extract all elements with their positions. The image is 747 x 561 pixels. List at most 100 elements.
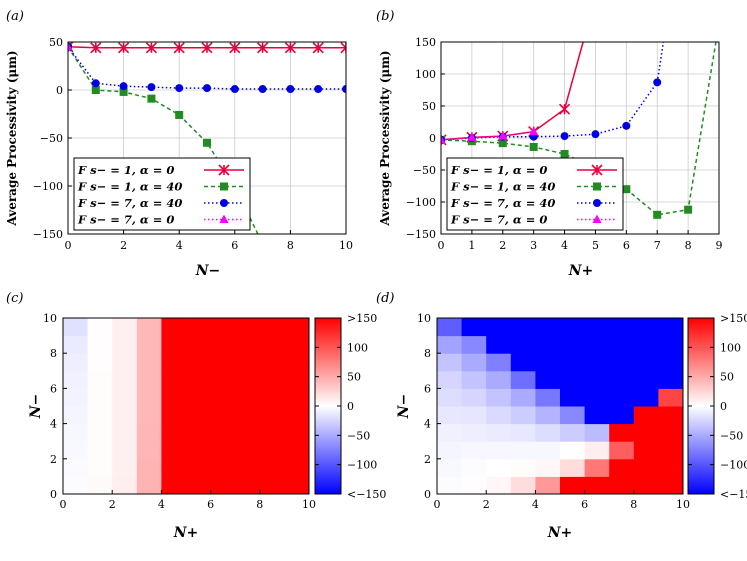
panel-c-cell-r2-c7 xyxy=(235,441,261,460)
panel-c-ytick-label-0: 0 xyxy=(50,488,57,501)
panel-c-cell-r9-c6 xyxy=(210,318,236,337)
panel-c-cell-r5-c9 xyxy=(284,388,310,407)
panel-d-cell-r1-c8 xyxy=(633,458,659,477)
panel-a-frame xyxy=(67,41,347,235)
panel-c-cell-r1-c4 xyxy=(161,458,187,477)
panel-c-cell-r4-c3 xyxy=(136,406,162,425)
panel-d-cb-label-3: 0 xyxy=(720,400,727,413)
panel-c-cell-r8-c5 xyxy=(186,335,212,354)
panel-c-xtick-label-4: 8 xyxy=(256,498,263,511)
panel-c-cell-r5-c1 xyxy=(87,388,113,407)
panel-d-cell-r6-c6 xyxy=(584,370,610,389)
panel-c-cell-r3-c3 xyxy=(136,423,162,442)
panel-c-cell-r6-c6 xyxy=(210,370,236,389)
panel-d-cell-r7-c1 xyxy=(461,353,487,372)
panel-d-cell-r6-c7 xyxy=(609,370,635,389)
panel-d-cell-r2-c5 xyxy=(560,441,586,460)
panel-c-cell-r7-c8 xyxy=(259,353,285,372)
panel-d-cell-r2-c3 xyxy=(510,441,536,460)
panel-c-cell-r9-c2 xyxy=(112,318,138,337)
panel-d-cell-r1-c5 xyxy=(560,458,586,477)
panel-b-legend-marker-2 xyxy=(593,199,601,207)
panel-b-legend-label-3: F s− = 7, α = 0 xyxy=(450,213,547,227)
panel-d-cell-r2-c8 xyxy=(633,441,659,460)
panel-label-d: (d) xyxy=(376,291,394,306)
panel-b-series-1-point-2 xyxy=(498,139,507,148)
panel-d-cell-r7-c8 xyxy=(633,353,659,372)
panel-d-cell-r0-c1 xyxy=(461,476,487,495)
panel-c-cb-label-4: −50 xyxy=(347,429,370,442)
panel-d-cell-r5-c6 xyxy=(584,388,610,407)
panel-c-cell-r8-c0 xyxy=(63,335,89,354)
panel-a-xlabel: N− xyxy=(195,263,221,279)
panel-b-series-1-point-3 xyxy=(529,142,538,151)
panel-d-cell-r3-c0 xyxy=(437,423,463,442)
panel-b-xtick-label-0: 0 xyxy=(438,239,445,252)
panel-d-cell-r8-c6 xyxy=(584,335,610,354)
panel-c-cell-r3-c4 xyxy=(161,423,187,442)
panel-c-cell-r1-c5 xyxy=(186,458,212,477)
panel-c-ytick-label-5: 10 xyxy=(43,312,57,325)
panel-d-cell-r4-c3 xyxy=(510,406,536,425)
panel-d-cell-r5-c8 xyxy=(633,388,659,407)
panel-c-ytick-label-1: 2 xyxy=(50,453,57,466)
panel-a-series-2-point-2 xyxy=(119,82,128,91)
panel-d-cell-r7-c0 xyxy=(437,353,463,372)
panel-a-legend-label-1: F s− = 1, α = 40 xyxy=(77,180,182,194)
panel-d-cell-r0-c6 xyxy=(584,476,610,495)
panel-b-series-1-point-7 xyxy=(653,210,662,219)
panel-d-cb-label-1: 100 xyxy=(720,341,741,354)
panel-c-cell-r7-c7 xyxy=(235,353,261,372)
panel-b-xtick-label-7: 7 xyxy=(654,239,661,252)
panel-a-ytick-label-4: 50 xyxy=(49,36,63,49)
panel-d-ytick-label-4: 8 xyxy=(424,347,431,360)
panel-c-cell-r3-c9 xyxy=(284,423,310,442)
panel-c-cell-r4-c1 xyxy=(87,406,113,425)
panel-d-ytick-label-3: 6 xyxy=(424,382,431,395)
panel-c-cell-r0-c8 xyxy=(259,476,285,495)
panel-b-xtick-label-3: 3 xyxy=(530,239,537,252)
panel-b-legend-label-0: F s− = 1, α = 0 xyxy=(450,163,547,177)
panel-c-cell-r6-c0 xyxy=(63,370,89,389)
panel-c-cell-r5-c6 xyxy=(210,388,236,407)
panel-d-cell-r6-c8 xyxy=(633,370,659,389)
panel-d-cell-r3-c6 xyxy=(584,423,610,442)
panel-a-ylabel: Average Processivity (μm) xyxy=(5,50,19,226)
panel-b-series-2-point-6 xyxy=(622,121,631,130)
panel-d-cell-r5-c9 xyxy=(658,388,684,407)
panel-c-xtick-label-2: 4 xyxy=(158,498,165,511)
panel-c-xtick-label-3: 6 xyxy=(207,498,214,511)
panel-d-xtick-label-3: 6 xyxy=(581,498,588,511)
panel-c-cell-r4-c5 xyxy=(186,406,212,425)
panel-d-cell-r0-c2 xyxy=(486,476,512,495)
panel-d-cell-r3-c2 xyxy=(486,423,512,442)
panel-d-cell-r6-c3 xyxy=(510,370,536,389)
panel-b-series-3-point-0 xyxy=(441,134,446,144)
panel-c-cell-r8-c8 xyxy=(259,335,285,354)
panel-c-cell-r9-c8 xyxy=(259,318,285,337)
panel-b-xtick-label-1: 1 xyxy=(468,239,475,252)
panel-c-cell-r0-c1 xyxy=(87,476,113,495)
panel-b-xlabel: N+ xyxy=(568,263,594,279)
panel-c-cell-r0-c5 xyxy=(186,476,212,495)
panel-label-b: (b) xyxy=(376,9,394,24)
panel-c-cell-r9-c1 xyxy=(87,318,113,337)
panel-c-cell-r1-c0 xyxy=(63,458,89,477)
panel-d-cell-r9-c1 xyxy=(461,318,487,337)
panel-b-ytick-label-3: 0 xyxy=(429,132,436,145)
panel-d-cell-r1-c7 xyxy=(609,458,635,477)
panel-d-xtick-label-2: 4 xyxy=(532,498,539,511)
panel-c-cell-r1-c9 xyxy=(284,458,310,477)
panel-c-cell-r6-c5 xyxy=(186,370,212,389)
panel-label-c: (c) xyxy=(6,291,23,306)
panel-d-ytick-label-2: 4 xyxy=(424,418,431,431)
panel-d-cell-r1-c2 xyxy=(486,458,512,477)
panel-c-cell-r4-c9 xyxy=(284,406,310,425)
panel-c-cell-r9-c5 xyxy=(186,318,212,337)
panel-c-cell-r3-c8 xyxy=(259,423,285,442)
panel-d-cell-r0-c3 xyxy=(510,476,536,495)
panel-d-cell-r4-c7 xyxy=(609,406,635,425)
panel-d-cell-r0-c8 xyxy=(633,476,659,495)
